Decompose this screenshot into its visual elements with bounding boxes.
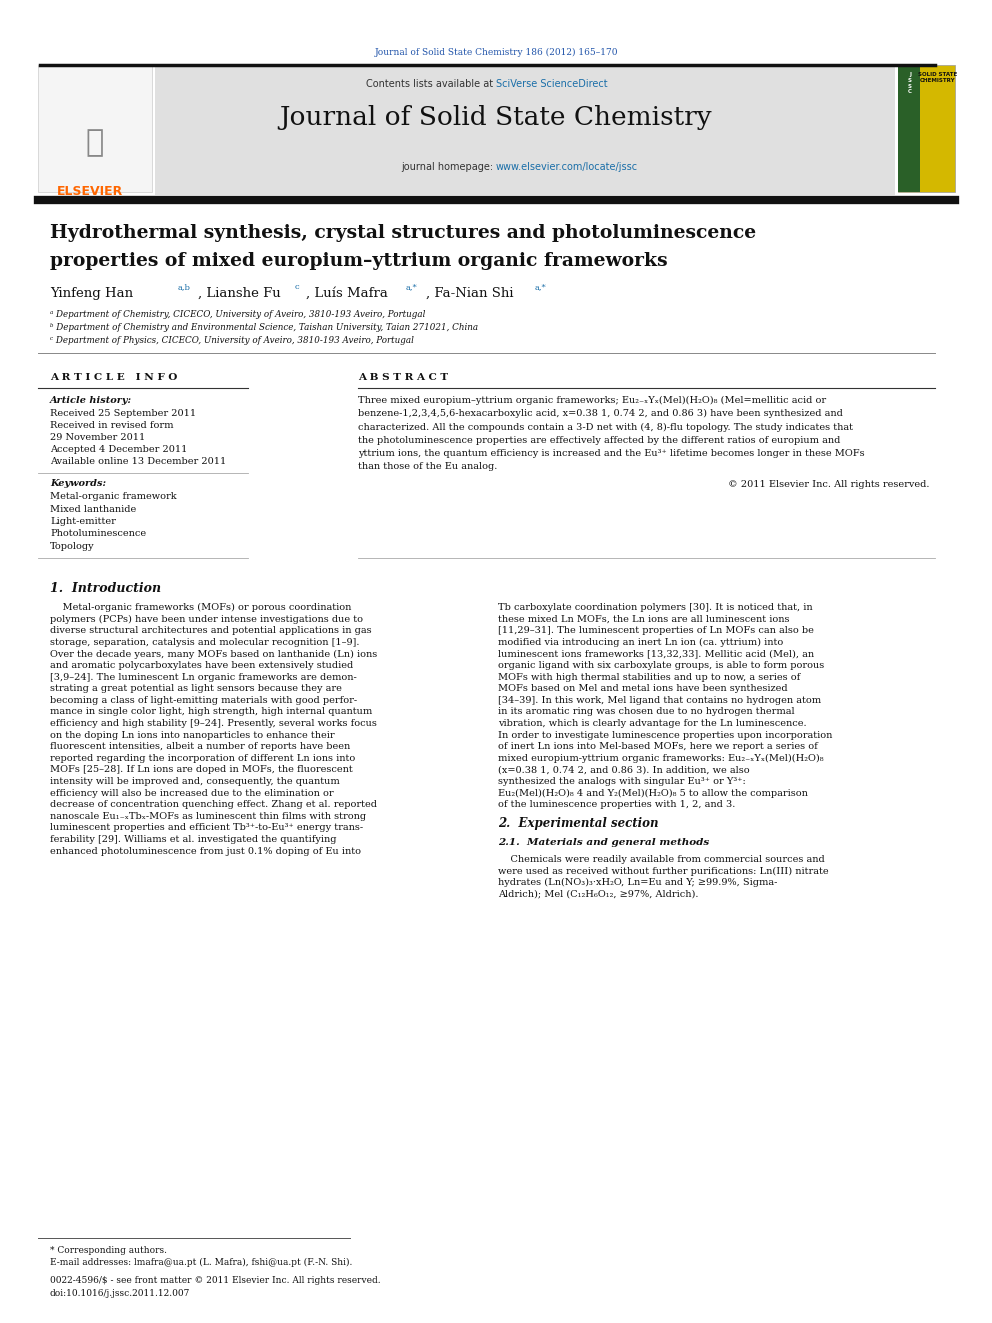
Text: 2.  Experimental section: 2. Experimental section [498,818,659,830]
Text: Metal-organic frameworks (MOFs) or porous coordination: Metal-organic frameworks (MOFs) or porou… [50,603,351,613]
Text: a,b: a,b [178,283,190,291]
Text: Topology: Topology [50,542,94,550]
Text: , Luís Mafra: , Luís Mafra [306,287,388,300]
Text: a,*: a,* [406,283,418,291]
Text: Journal of Solid State Chemistry 186 (2012) 165–170: Journal of Solid State Chemistry 186 (20… [374,48,618,57]
Text: MOFs with high thermal stabilities and up to now, a series of: MOFs with high thermal stabilities and u… [498,672,801,681]
Text: in its aromatic ring was chosen due to no hydrogen thermal: in its aromatic ring was chosen due to n… [498,708,795,716]
Text: organic ligand with six carboxylate groups, is able to form porous: organic ligand with six carboxylate grou… [498,662,824,669]
Text: properties of mixed europium–yttrium organic frameworks: properties of mixed europium–yttrium org… [50,251,668,270]
Text: J
S
S
C: J S S C [908,71,912,94]
Text: than those of the Eu analog.: than those of the Eu analog. [358,462,497,471]
Bar [898,65,955,192]
Text: efficiency and high stability [9–24]. Presently, several works focus: efficiency and high stability [9–24]. Pr… [50,718,377,728]
Text: SOLID STATE
CHEMISTRY: SOLID STATE CHEMISTRY [919,71,957,83]
Text: Accepted 4 December 2011: Accepted 4 December 2011 [50,445,187,454]
Text: Keywords:: Keywords: [50,479,106,488]
Text: , Fa-Nian Shi: , Fa-Nian Shi [426,287,514,300]
Text: www.elsevier.com/locate/jssc: www.elsevier.com/locate/jssc [496,161,638,172]
Text: c: c [295,283,300,291]
Text: (x=0.38 1, 0.74 2, and 0.86 3). In addition, we also: (x=0.38 1, 0.74 2, and 0.86 3). In addit… [498,766,750,774]
Text: intensity will be improved and, consequently, the quantum: intensity will be improved and, conseque… [50,777,339,786]
Text: vibration, which is clearly advantage for the Ln luminescence.: vibration, which is clearly advantage fo… [498,718,806,728]
Text: efficiency will also be increased due to the elimination or: efficiency will also be increased due to… [50,789,333,798]
Text: Aldrich); Mel (C₁₂H₆O₁₂, ≥97%, Aldrich).: Aldrich); Mel (C₁₂H₆O₁₂, ≥97%, Aldrich). [498,890,698,898]
Text: Light-emitter: Light-emitter [50,517,116,527]
Text: MOFs [25–28]. If Ln ions are doped in MOFs, the fluorescent: MOFs [25–28]. If Ln ions are doped in MO… [50,766,353,774]
Text: these mixed Ln MOFs, the Ln ions are all luminescent ions: these mixed Ln MOFs, the Ln ions are all… [498,615,790,623]
Text: In order to investigate luminescence properties upon incorporation: In order to investigate luminescence pro… [498,730,832,740]
Text: Journal of Solid State Chemistry: Journal of Solid State Chemistry [280,105,712,130]
Text: characterized. All the compounds contain a 3-D net with (4, 8)-flu topology. The: characterized. All the compounds contain… [358,422,853,431]
Text: Over the decade years, many MOFs based on lanthanide (Ln) ions: Over the decade years, many MOFs based o… [50,650,377,659]
Bar [38,65,152,192]
Text: MOFs based on Mel and metal ions have been synthesized: MOFs based on Mel and metal ions have be… [498,684,788,693]
Text: becoming a class of light-emitting materials with good perfor-: becoming a class of light-emitting mater… [50,696,357,705]
Text: diverse structural architectures and potential applications in gas: diverse structural architectures and pot… [50,626,372,635]
Text: Received 25 September 2011: Received 25 September 2011 [50,409,196,418]
Text: synthesized the analogs with singular Eu³⁺ or Y³⁺:: synthesized the analogs with singular Eu… [498,777,746,786]
Text: [34–39]. In this work, Mel ligand that contains no hydrogen atom: [34–39]. In this work, Mel ligand that c… [498,696,821,705]
Text: luminescent ions frameworks [13,32,33]. Mellitic acid (Mel), an: luminescent ions frameworks [13,32,33]. … [498,650,814,659]
Text: Metal-organic framework: Metal-organic framework [50,492,177,501]
Text: hydrates (Ln(NO₃)₃·xH₂O, Ln=Eu and Y; ≥99.9%, Sigma-: hydrates (Ln(NO₃)₃·xH₂O, Ln=Eu and Y; ≥9… [498,878,778,888]
Text: Eu₂(Mel)(H₂O)₈ 4 and Y₂(Mel)(H₂O)₈ 5 to allow the comparison: Eu₂(Mel)(H₂O)₈ 4 and Y₂(Mel)(H₂O)₈ 5 to … [498,789,807,798]
Text: benzene-1,2,3,4,5,6-hexacarboxylic acid, x=0.38 1, 0.74 2, and 0.86 3) have been: benzene-1,2,3,4,5,6-hexacarboxylic acid,… [358,409,843,418]
Bar [155,65,895,194]
Text: enhanced photoluminescence from just 0.1% doping of Eu into: enhanced photoluminescence from just 0.1… [50,847,361,856]
Text: strating a great potential as light sensors because they are: strating a great potential as light sens… [50,684,342,693]
Text: reported regarding the incorporation of different Ln ions into: reported regarding the incorporation of … [50,754,355,763]
Text: yttrium ions, the quantum efficiency is increased and the Eu³⁺ lifetime becomes : yttrium ions, the quantum efficiency is … [358,448,865,458]
Text: Available online 13 December 2011: Available online 13 December 2011 [50,456,226,466]
Text: the photoluminescence properties are effectively affected by the different ratio: the photoluminescence properties are eff… [358,435,840,445]
Text: ᵇ Department of Chemistry and Environmental Science, Taishan University, Taian 2: ᵇ Department of Chemistry and Environmen… [50,323,478,332]
Text: Contents lists available at: Contents lists available at [366,79,496,89]
Text: © 2011 Elsevier Inc. All rights reserved.: © 2011 Elsevier Inc. All rights reserved… [728,480,930,490]
Text: Yinfeng Han: Yinfeng Han [50,287,133,300]
Text: mixed europium-yttrium organic frameworks: Eu₂₋ₓYₓ(Mel)(H₂O)₈: mixed europium-yttrium organic framework… [498,754,823,763]
Text: Chemicals were readily available from commercial sources and: Chemicals were readily available from co… [498,855,824,864]
Text: of the luminescence properties with 1, 2, and 3.: of the luminescence properties with 1, 2… [498,800,735,810]
Text: mance in single color light, high strength, high internal quantum: mance in single color light, high streng… [50,708,372,716]
Text: a,*: a,* [535,283,547,291]
Text: 2.1.  Materials and general methods: 2.1. Materials and general methods [498,837,709,847]
Text: Photoluminescence: Photoluminescence [50,529,146,538]
Text: , Lianshe Fu: , Lianshe Fu [198,287,281,300]
Text: 29 November 2011: 29 November 2011 [50,433,145,442]
Text: Mixed lanthanide: Mixed lanthanide [50,504,136,513]
Bar [898,65,920,192]
Text: [11,29–31]. The luminescent properties of Ln MOFs can also be: [11,29–31]. The luminescent properties o… [498,626,813,635]
Text: SciVerse ScienceDirect: SciVerse ScienceDirect [496,79,608,89]
Text: Tb carboxylate coordination polymers [30]. It is noticed that, in: Tb carboxylate coordination polymers [30… [498,603,812,613]
Text: of inert Ln ions into Mel-based MOFs, here we report a series of: of inert Ln ions into Mel-based MOFs, he… [498,742,817,751]
Text: A R T I C L E   I N F O: A R T I C L E I N F O [50,373,178,382]
Text: doi:10.1016/j.jssc.2011.12.007: doi:10.1016/j.jssc.2011.12.007 [50,1289,190,1298]
Text: nanoscale Eu₁₋ₓTbₓ-MOFs as luminescent thin films with strong: nanoscale Eu₁₋ₓTbₓ-MOFs as luminescent t… [50,812,366,820]
Text: Hydrothermal synthesis, crystal structures and photoluminescence: Hydrothermal synthesis, crystal structur… [50,224,756,242]
Text: decrease of concentration quenching effect. Zhang et al. reported: decrease of concentration quenching effe… [50,800,377,810]
Text: and aromatic polycarboxylates have been extensively studied: and aromatic polycarboxylates have been … [50,662,353,669]
Text: journal homepage:: journal homepage: [401,161,496,172]
Text: A B S T R A C T: A B S T R A C T [358,373,448,382]
Text: Article history:: Article history: [50,396,132,405]
Text: modified via introducing an inert Ln ion (ca. yttrium) into: modified via introducing an inert Ln ion… [498,638,784,647]
Text: ferability [29]. Williams et al. investigated the quantifying: ferability [29]. Williams et al. investi… [50,835,336,844]
Text: storage, separation, catalysis and molecular recognition [1–9].: storage, separation, catalysis and molec… [50,638,359,647]
Text: 0022-4596/$ - see front matter © 2011 Elsevier Inc. All rights reserved.: 0022-4596/$ - see front matter © 2011 El… [50,1275,381,1285]
Text: ᵃ Department of Chemistry, CICECO, University of Aveiro, 3810-193 Aveiro, Portug: ᵃ Department of Chemistry, CICECO, Unive… [50,310,426,319]
Text: 🌳: 🌳 [86,128,104,157]
Text: on the doping Ln ions into nanoparticles to enhance their: on the doping Ln ions into nanoparticles… [50,730,334,740]
Text: ELSEVIER: ELSEVIER [57,185,123,198]
Text: luminescent properties and efficient Tb³⁺-to-Eu³⁺ energy trans-: luminescent properties and efficient Tb³… [50,823,363,832]
Text: [3,9–24]. The luminescent Ln organic frameworks are demon-: [3,9–24]. The luminescent Ln organic fra… [50,672,357,681]
Text: * Corresponding authors.: * Corresponding authors. [50,1246,167,1256]
Text: fluorescent intensities, albeit a number of reports have been: fluorescent intensities, albeit a number… [50,742,350,751]
Text: Three mixed europium–yttrium organic frameworks; Eu₂₋ₓYₓ(Mel)(H₂O)₈ (Mel=melliti: Three mixed europium–yttrium organic fra… [358,396,826,405]
Text: E-mail addresses: lmafra@ua.pt (L. Mafra), fshi@ua.pt (F.-N. Shi).: E-mail addresses: lmafra@ua.pt (L. Mafra… [50,1258,352,1267]
Text: were used as received without further purifications: Ln(III) nitrate: were used as received without further pu… [498,867,828,876]
Text: ᶜ Department of Physics, CICECO, University of Aveiro, 3810-193 Aveiro, Portugal: ᶜ Department of Physics, CICECO, Univers… [50,336,414,345]
Text: polymers (PCPs) have been under intense investigations due to: polymers (PCPs) have been under intense … [50,615,363,623]
Text: 1.  Introduction: 1. Introduction [50,582,161,595]
Text: Received in revised form: Received in revised form [50,421,174,430]
